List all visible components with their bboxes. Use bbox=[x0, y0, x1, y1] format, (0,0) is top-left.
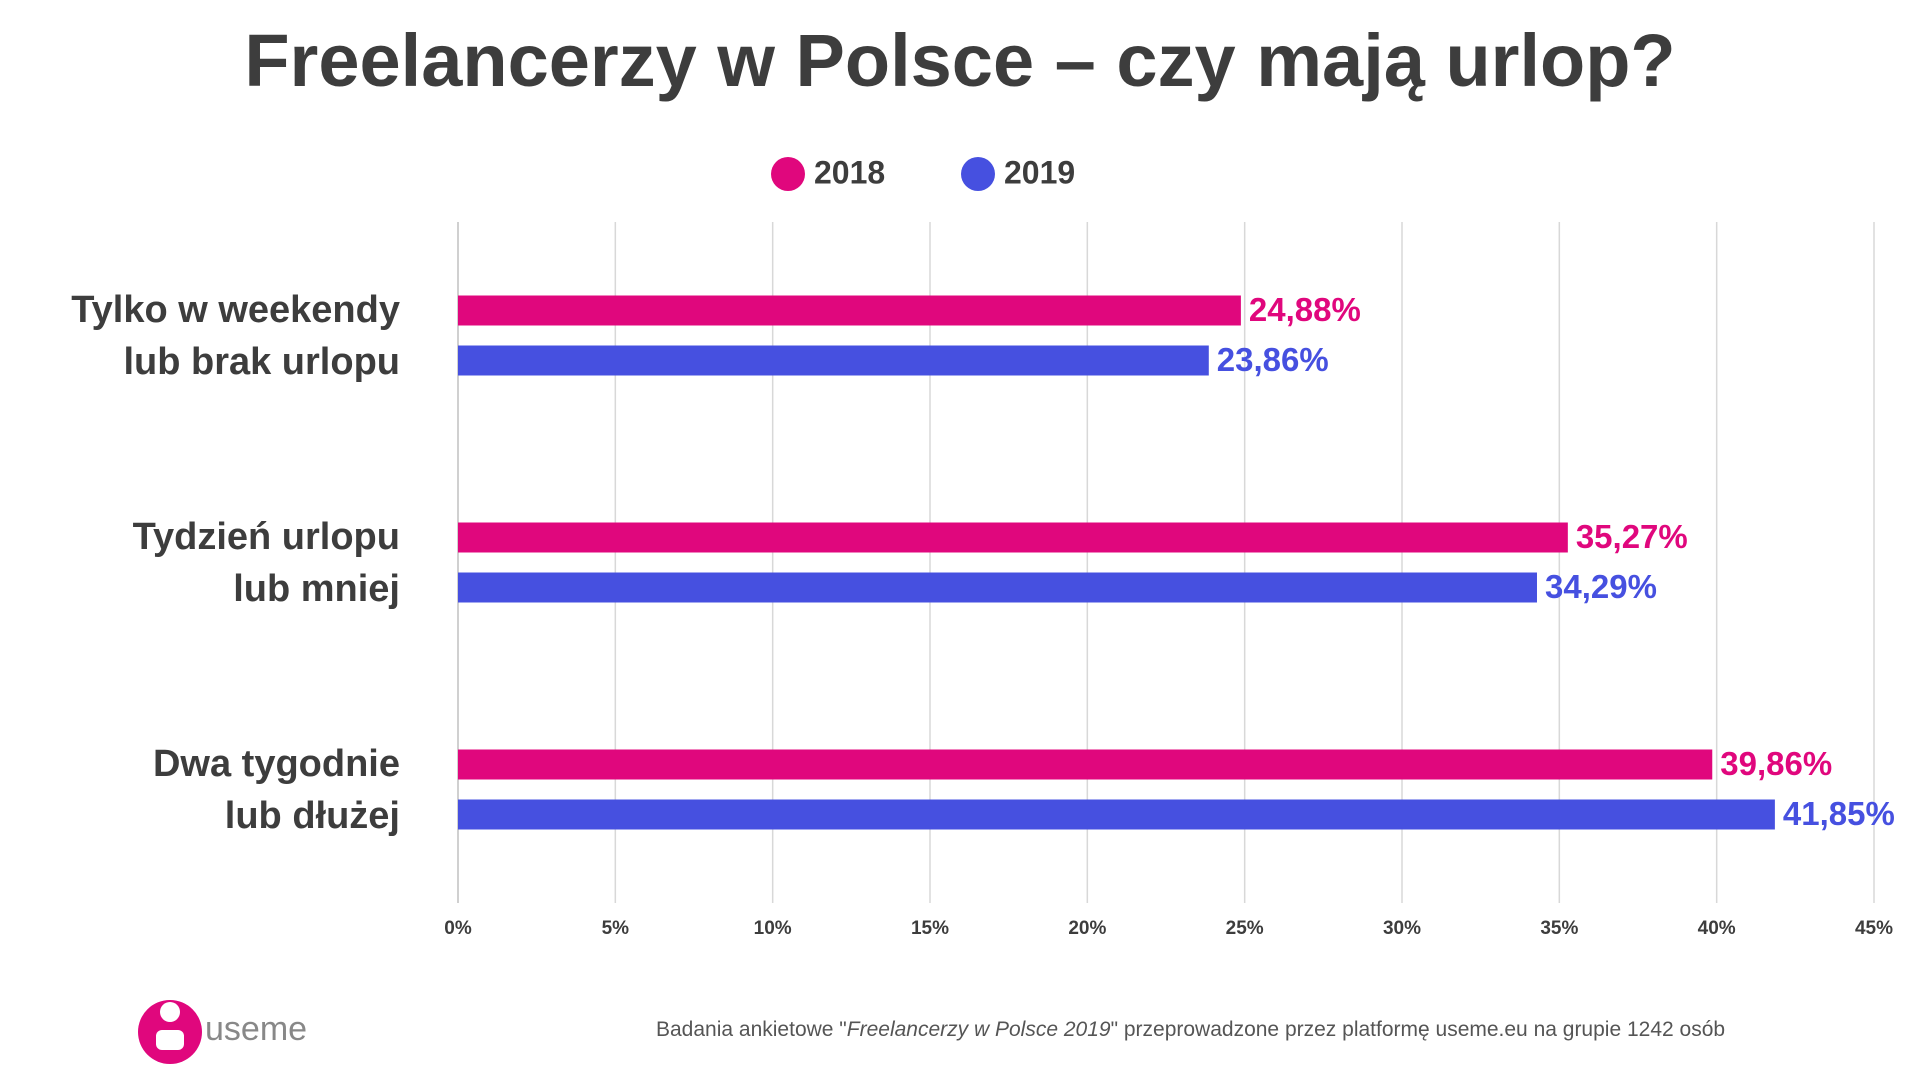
category-label: Dwa tygodnie lub dłużej bbox=[152, 742, 400, 837]
logo-mark bbox=[160, 1002, 180, 1022]
legend-label: 2019 bbox=[1004, 154, 1075, 190]
source-text: Badania ankietowe " bbox=[656, 1018, 847, 1041]
bar bbox=[458, 799, 1775, 830]
logo-text: useme bbox=[205, 1010, 308, 1048]
x-tick-label: 5% bbox=[602, 918, 630, 939]
bar bbox=[458, 572, 1537, 603]
value-label: 34,29% bbox=[1545, 568, 1657, 605]
x-tick-label: 0% bbox=[444, 918, 472, 939]
x-tick-label: 10% bbox=[754, 918, 792, 939]
value-label: 35,27% bbox=[1576, 518, 1688, 555]
bar bbox=[458, 749, 1713, 780]
x-tick-label: 35% bbox=[1540, 918, 1578, 939]
x-tick-label: 40% bbox=[1698, 918, 1736, 939]
source-text: " przeprowadzone przez platformę useme.e… bbox=[1110, 1018, 1726, 1041]
legend-marker bbox=[961, 157, 995, 191]
legend-marker bbox=[771, 157, 805, 191]
category-label: Tylko w weekendy lub brak urlopu bbox=[71, 288, 400, 383]
legend-label: 2018 bbox=[814, 154, 885, 190]
bar bbox=[458, 522, 1568, 553]
value-label: 24,88% bbox=[1249, 291, 1361, 328]
logo-mark bbox=[156, 1030, 184, 1050]
value-label: 39,86% bbox=[1720, 745, 1832, 782]
bar bbox=[458, 345, 1209, 376]
value-label: 23,86% bbox=[1217, 341, 1329, 378]
x-tick-label: 15% bbox=[911, 918, 949, 939]
x-tick-label: 25% bbox=[1226, 918, 1264, 939]
source-text: Freelancerzy w Polsce 2019 bbox=[846, 1018, 1111, 1041]
bar bbox=[458, 295, 1241, 326]
source-note: Badania ankietowe "Freelancerzy w Polsce… bbox=[656, 1018, 1725, 1042]
value-label: 41,85% bbox=[1783, 795, 1895, 832]
category-label: Tydzień urlopu lub mniej bbox=[132, 515, 400, 610]
x-tick-label: 20% bbox=[1068, 918, 1106, 939]
x-tick-label: 30% bbox=[1383, 918, 1421, 939]
chart-title: Freelancerzy w Polsce – czy mają urlop? bbox=[244, 19, 1676, 102]
x-tick-label: 45% bbox=[1855, 918, 1893, 939]
